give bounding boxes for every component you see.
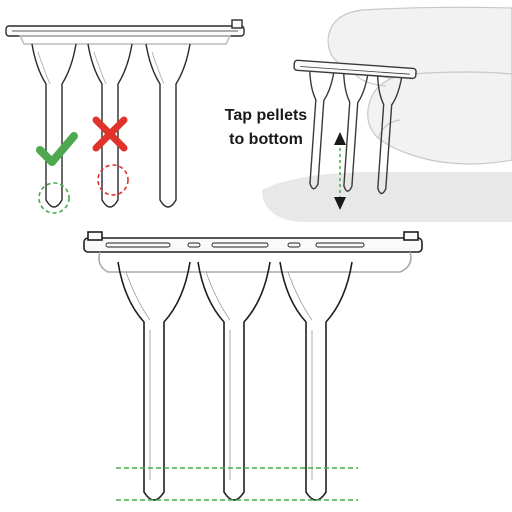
incorrect-pellet-highlight (97, 164, 129, 196)
hand-fingers (327, 6, 512, 165)
instruction-line-2: to bottom (229, 131, 303, 148)
incorrect-x-icon (92, 116, 128, 152)
bottom-strip-rim (83, 237, 423, 253)
tilted-tube-strip (293, 59, 417, 195)
instruction-line-1: Tap pellets (224, 107, 308, 124)
tapping-panel (262, 6, 512, 222)
comparison-panel (5, 19, 245, 214)
result-tube-1 (117, 261, 191, 501)
result-tube-3 (279, 261, 353, 501)
tap-direction-arrow (334, 132, 346, 210)
correct-pellet-highlight (38, 182, 70, 214)
result-panel (83, 231, 423, 501)
result-tube-2 (197, 261, 271, 501)
instruction-caption: Tap pellets to bottom (210, 104, 322, 152)
correct-check-icon (36, 132, 78, 166)
top-tube-strip (5, 19, 245, 208)
hand-shadow (262, 171, 512, 222)
